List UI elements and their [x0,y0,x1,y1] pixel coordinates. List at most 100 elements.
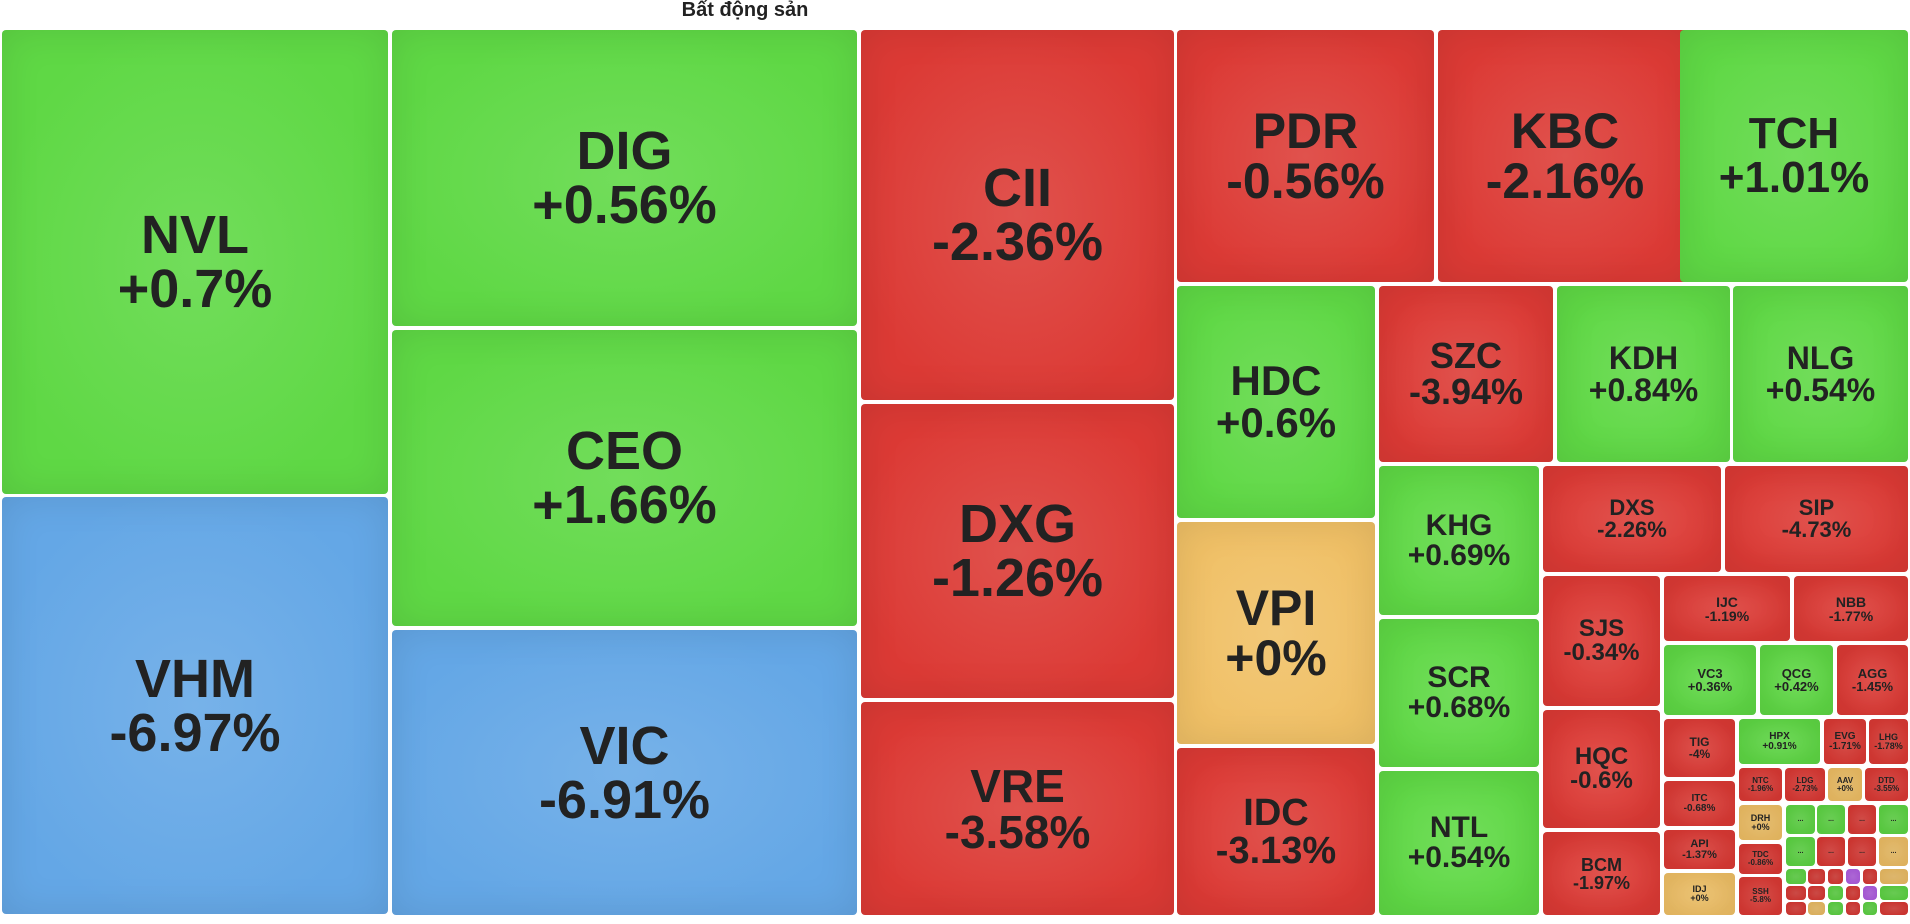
ticker-label: DXS [1609,495,1655,520]
tile-idc[interactable]: IDC -3.13% [1177,748,1375,915]
tile-small[interactable] [1846,886,1860,900]
ticker-label: NVL [141,205,249,265]
change-label: +0.36% [1687,679,1733,694]
tile-idj[interactable]: IDJ +0% [1664,873,1735,915]
tile-nlg[interactable]: NLG +0.54% [1733,286,1908,462]
tile-kbc[interactable]: KBC -2.16% [1438,30,1692,282]
change-label: +0.54% [1765,372,1876,408]
change-label: +0% [1690,893,1709,903]
tile-hqc[interactable]: HQC -0.6% [1543,710,1660,828]
change-label: +0.69% [1407,538,1511,572]
tile-evg[interactable]: EVG -1.71% [1824,719,1866,764]
tile-small[interactable] [1786,869,1806,884]
change-label: -1.37% [1682,848,1717,861]
ticker-label: HQC [1574,743,1629,770]
tile-small[interactable] [1786,886,1806,900]
ticker-label: NTL [1429,811,1489,844]
change-label: -1.96% [1747,783,1774,793]
tile-szc[interactable]: SZC -3.94% [1379,286,1553,462]
change-label: -2.36% [931,212,1104,272]
tile-ntl[interactable]: NTL +0.54% [1379,771,1539,915]
tile-small[interactable] [1863,886,1877,900]
change-label: ... [1890,816,1897,823]
tile-vc3[interactable]: VC3 +0.36% [1664,645,1756,715]
tile-dxs[interactable]: DXS -2.26% [1543,466,1721,572]
change-label: -3.55% [1873,783,1900,793]
tile-aav[interactable]: AAV +0% [1828,768,1862,801]
tile-ldg[interactable]: LDG -2.73% [1785,768,1825,801]
tile-ntc[interactable]: NTC -1.96% [1739,768,1782,801]
tile-small[interactable] [1863,869,1877,884]
tile-bcm[interactable]: BCM -1.97% [1543,832,1660,915]
tile-small[interactable] [1828,886,1843,900]
tile-small[interactable] [1828,902,1843,915]
tile-small[interactable] [1808,869,1825,884]
tile-dtd[interactable]: DTD -3.55% [1865,768,1908,801]
tile-hpx[interactable]: HPX +0.91% [1739,719,1820,764]
tile-hdc[interactable]: HDC +0.6% [1177,286,1375,518]
tile-scr[interactable]: SCR +0.68% [1379,619,1539,767]
tile-tdc[interactable]: TDC -0.86% [1739,844,1782,874]
change-label: -3.13% [1215,829,1337,872]
tile-vre[interactable]: VRE -3.58% [861,702,1174,915]
tile-tig[interactable]: TIG -4% [1664,719,1735,777]
change-label: +0% [1751,821,1770,832]
tile-qcg[interactable]: QCG +0.42% [1760,645,1833,715]
tile-small[interactable] [1808,886,1825,900]
ticker-label: SIP [1798,495,1835,520]
tile-small[interactable]: ... [1817,805,1845,834]
ticker-label: IDC [1243,791,1309,834]
tile-itc[interactable]: ITC -0.68% [1664,781,1735,826]
tile-small[interactable] [1808,902,1825,915]
tile-drh[interactable]: DRH +0% [1739,805,1782,840]
ticker-label: VHM [135,648,255,709]
tile-small[interactable] [1786,902,1806,915]
tile-ijc[interactable]: IJC -1.19% [1664,576,1790,641]
tile-small[interactable]: ... [1879,837,1908,866]
tile-api[interactable]: API -1.37% [1664,830,1735,869]
tile-tch[interactable]: TCH +1.01% [1680,30,1908,282]
tile-vpi[interactable]: VPI +0% [1177,522,1375,744]
tile-sip[interactable]: SIP -4.73% [1725,466,1908,572]
tile-small[interactable] [1846,902,1860,915]
change-label: -0.56% [1226,153,1385,209]
tile-small[interactable] [1863,902,1877,915]
ticker-label: SZC [1430,335,1502,376]
tile-pdr[interactable]: PDR -0.56% [1177,30,1434,282]
tile-small[interactable] [1828,869,1843,884]
tile-lhg[interactable]: LHG -1.78% [1869,719,1908,764]
tile-small[interactable]: ... [1786,805,1815,834]
ticker-label: ITC [1691,792,1708,804]
ticker-label: TCH [1748,109,1840,158]
tile-vhm[interactable]: VHM -6.97% [2,497,388,914]
tile-nbb[interactable]: NBB -1.77% [1794,576,1908,641]
tile-small[interactable] [1880,886,1908,900]
tile-small[interactable]: ... [1817,837,1845,866]
tile-small[interactable]: ... [1848,837,1876,866]
ticker-label: VIC [579,715,670,776]
tile-small[interactable]: ... [1848,805,1876,834]
tile-kdh[interactable]: KDH +0.84% [1557,286,1730,462]
change-label: -6.91% [538,769,711,830]
tile-small[interactable] [1846,869,1860,884]
tile-ssh[interactable]: SSH -5.8% [1739,877,1782,915]
change-label: ... [1828,848,1834,855]
tile-vic[interactable]: VIC -6.91% [392,630,857,915]
change-label: -2.16% [1485,153,1645,209]
tile-dig[interactable]: DIG +0.56% [392,30,857,326]
change-label: ... [1828,816,1834,823]
tile-cii[interactable]: CII -2.36% [861,30,1174,400]
tile-ceo[interactable]: CEO +1.66% [392,330,857,626]
tile-sjs[interactable]: SJS -0.34% [1543,576,1660,706]
tile-khg[interactable]: KHG +0.69% [1379,466,1539,615]
tile-dxg[interactable]: DXG -1.26% [861,404,1174,698]
tile-agg[interactable]: AGG -1.45% [1837,645,1908,715]
ticker-label: SCR [1427,661,1491,694]
tile-nvl[interactable]: NVL +0.7% [2,30,388,494]
ticker-label: DXG [958,494,1077,554]
tile-small[interactable] [1880,869,1908,884]
ticker-label: BCM [1581,854,1622,875]
tile-small[interactable] [1880,902,1908,915]
tile-small[interactable]: ... [1879,805,1908,834]
tile-small[interactable]: ... [1786,837,1815,866]
